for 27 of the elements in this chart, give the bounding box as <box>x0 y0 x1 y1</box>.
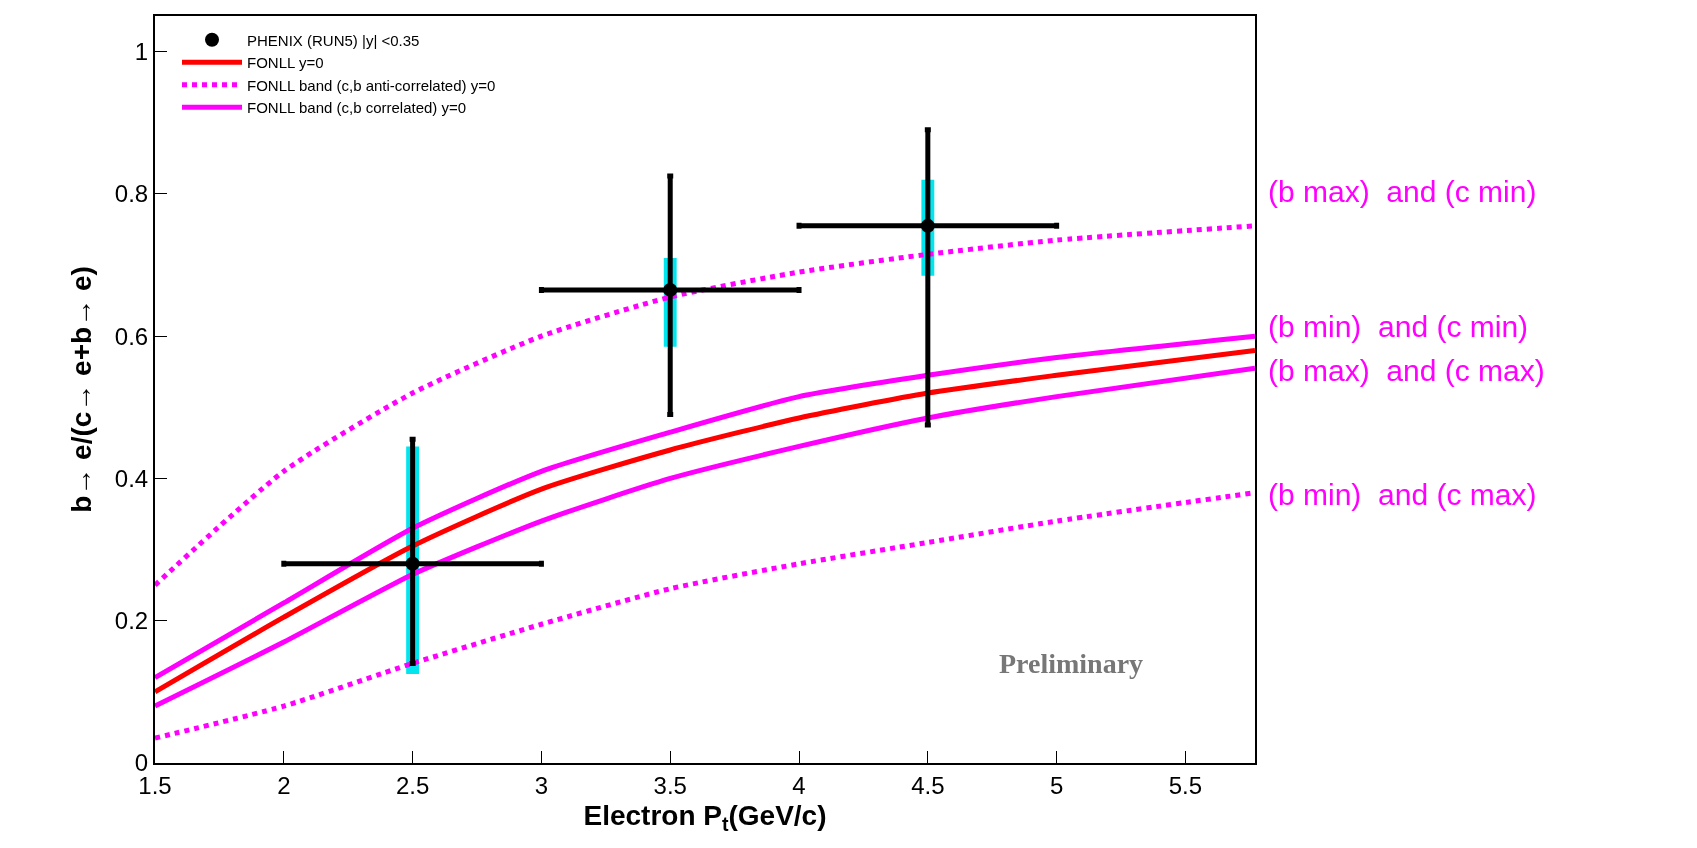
point <box>663 282 678 297</box>
x-tick-label: 4.5 <box>911 771 945 799</box>
y-tick-label: 0.6 <box>114 322 149 350</box>
text: (b max) and (c max) <box>1268 354 1545 387</box>
y-tick-label: 1 <box>134 37 149 65</box>
text: (b max) and (c min) <box>1268 175 1537 208</box>
legend-label: FONLL y=0 <box>247 54 324 72</box>
point <box>405 556 420 571</box>
legend-label: FONLL band (c,b anti-correlated) y=0 <box>247 76 496 94</box>
legend-label: PHENIX (RUN5) |y| <0.35 <box>247 31 420 49</box>
point <box>920 218 935 233</box>
x-tick-label: 5 <box>1049 771 1064 799</box>
x-tick-label: 5.5 <box>1168 771 1203 799</box>
x-tick-label: 4 <box>792 771 806 799</box>
y-tick-label: 0.8 <box>114 180 149 208</box>
text: (b min) and (c min) <box>1268 310 1529 343</box>
x-tick-label: 2 <box>277 771 291 799</box>
y-tick-label: 0.2 <box>114 607 149 635</box>
text: (b min) and (c max) <box>1268 478 1537 511</box>
x-tick-label: 2.5 <box>395 771 430 799</box>
legend-label: FONLL band (c,b correlated) y=0 <box>247 99 467 117</box>
y-tick-label: 0.4 <box>114 464 149 492</box>
x-tick-label: 3 <box>534 771 549 799</box>
x-tick-label: 3.5 <box>653 771 687 799</box>
y-axis-title: b→ e/(c→ e+b→ e) <box>66 266 98 513</box>
x-axis-title: Electron P$_{t}$(GeV/c) <box>583 800 827 836</box>
annotation: Preliminary <box>999 648 1144 679</box>
